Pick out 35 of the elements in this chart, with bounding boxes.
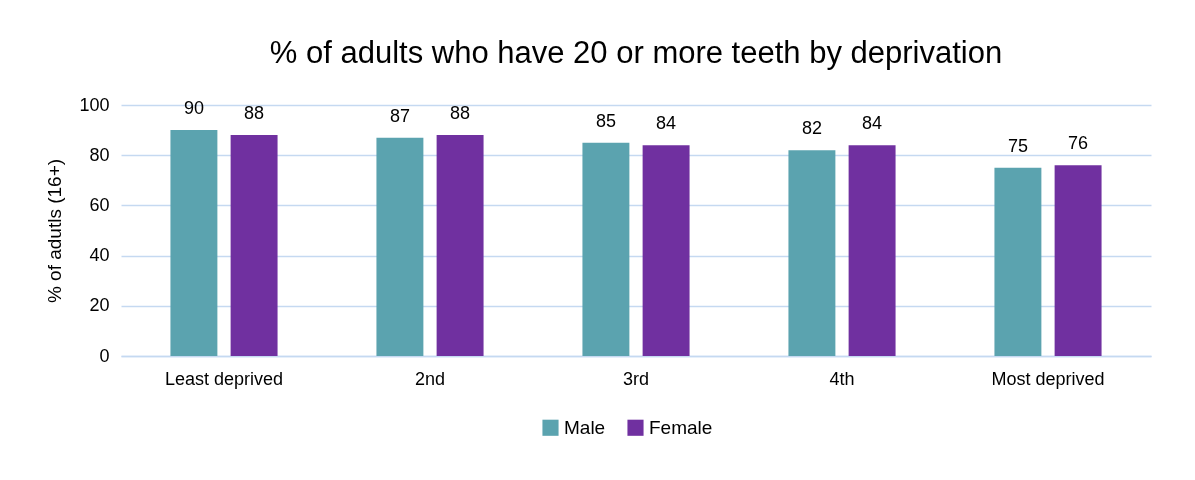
y-tick-label: 80 [89, 144, 110, 165]
data-label: 85 [595, 110, 616, 131]
y-axis-title: % of adutls (16+) [44, 158, 66, 304]
data-label: 75 [1007, 135, 1028, 156]
bar [994, 167, 1042, 356]
bar [170, 130, 218, 356]
bar [848, 145, 896, 356]
x-tick-label: Least deprived [164, 368, 284, 389]
x-tick-label: 3rd [622, 368, 650, 389]
data-label: 84 [656, 113, 677, 134]
legend-label: Male [564, 416, 606, 438]
bar [436, 135, 484, 356]
x-tick-label: 4th [829, 368, 855, 389]
bar [582, 142, 630, 356]
y-tick-label: 40 [89, 245, 110, 266]
data-label: 87 [389, 105, 410, 126]
y-tick-label: 100 [79, 94, 110, 115]
bar [230, 135, 278, 356]
bar [642, 145, 690, 356]
data-label: 88 [244, 103, 265, 124]
chart-title: % of adults who have 20 or more teeth by deprivation [269, 35, 1003, 70]
data-label: 84 [862, 113, 883, 134]
y-tick-label: 20 [89, 295, 110, 316]
y-tick-label: 60 [89, 194, 110, 215]
x-tick-label: Most deprived [991, 368, 1105, 389]
data-label: 88 [450, 103, 471, 124]
bar [1054, 165, 1102, 356]
data-label: 90 [183, 98, 204, 119]
x-tick-label: 2nd [414, 368, 446, 389]
bar [788, 150, 836, 356]
y-tick-label: 0 [99, 345, 110, 366]
data-label: 76 [1068, 133, 1089, 154]
legend-label: Female [649, 416, 713, 438]
data-label: 82 [801, 118, 822, 139]
bar [376, 137, 424, 356]
